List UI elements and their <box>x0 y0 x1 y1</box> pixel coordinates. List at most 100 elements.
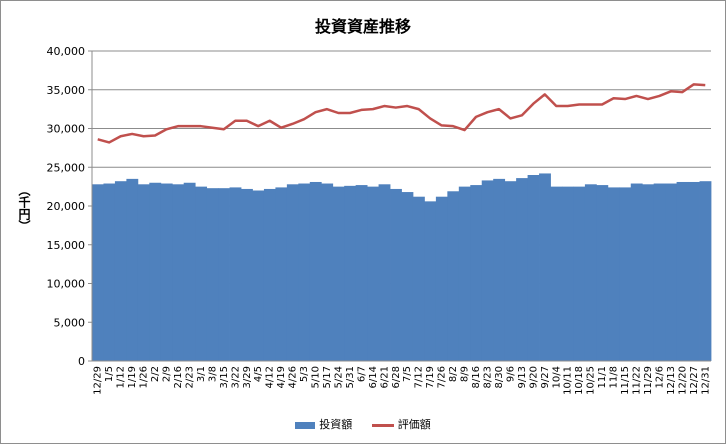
bar <box>699 181 712 361</box>
x-tick-label: 12/29 <box>93 366 104 395</box>
bar <box>378 184 391 361</box>
x-tick-label: 3/29 <box>242 366 253 388</box>
axes <box>88 50 711 362</box>
bar <box>160 183 173 361</box>
bar <box>688 181 700 361</box>
x-tick-label: 1/19 <box>127 366 138 388</box>
bar <box>516 178 528 361</box>
x-tick-label: 12/27 <box>689 366 700 395</box>
bar <box>504 181 517 361</box>
legend-swatch-bar <box>295 421 316 429</box>
bar <box>481 180 494 361</box>
x-tick-label: 4/5 <box>253 366 264 382</box>
x-tick-label: 7/5 <box>402 366 413 382</box>
y-axis-label: （千円） <box>17 184 31 232</box>
x-tick-label: 8/30 <box>494 366 505 388</box>
bar <box>493 178 506 361</box>
x-tick-label: 9/13 <box>517 366 528 388</box>
x-tick-label: 12/31 <box>700 366 711 395</box>
bar <box>355 185 368 361</box>
y-tick-label: 35,000 <box>47 84 86 97</box>
bar <box>183 182 196 361</box>
bar <box>665 183 678 361</box>
bar <box>206 188 219 361</box>
bar <box>458 186 471 361</box>
legend-item-line: 評価額 <box>371 416 431 432</box>
x-tick-label: 6/21 <box>379 366 390 388</box>
x-tick-label: 3/1 <box>196 366 207 382</box>
bar <box>229 187 242 361</box>
x-tick-label: 8/23 <box>482 366 493 388</box>
bar <box>114 181 127 361</box>
bar <box>539 173 551 361</box>
y-tick-label: 15,000 <box>47 239 86 252</box>
bar <box>412 196 425 361</box>
bar <box>286 184 299 361</box>
x-tick-label: 3/22 <box>230 366 241 388</box>
bar <box>527 175 540 361</box>
x-tick-label: 10/18 <box>574 366 585 395</box>
x-tick-label: 10/11 <box>563 366 574 395</box>
x-tick-label: 7/26 <box>437 366 448 388</box>
bar <box>596 185 609 361</box>
x-tick-label: 5/10 <box>311 366 322 388</box>
x-tick-label: 2/9 <box>162 366 173 382</box>
x-tick-label: 1/12 <box>116 366 127 388</box>
bar <box>676 181 689 361</box>
legend-item-bar: 投資額 <box>295 416 352 432</box>
x-tick-label: 12/20 <box>677 366 688 395</box>
bar <box>619 187 632 361</box>
bar <box>137 184 150 361</box>
bar <box>332 186 345 361</box>
x-tick-label: 2/2 <box>150 366 161 382</box>
x-tick-label: 11/8 <box>609 366 620 388</box>
bar <box>149 182 162 361</box>
x-tick-label: 4/26 <box>288 366 299 388</box>
x-tick-label: 10/4 <box>551 366 562 388</box>
bar <box>309 181 322 361</box>
bar <box>435 196 448 361</box>
x-tick-label: 3/8 <box>207 366 218 382</box>
bar <box>573 186 586 361</box>
x-tick-labels: 12/29 1/5 1/12 1/19 1/26 2/2 2/9 2/16 2/23 3/1 3/8… <box>93 366 712 395</box>
x-tick-label: 11/22 <box>631 366 642 395</box>
x-tick-label: 6/14 <box>368 366 379 388</box>
x-tick-label: 2/16 <box>173 366 184 388</box>
bar <box>126 178 139 361</box>
bar <box>630 183 643 361</box>
legend-label-line: 評価額 <box>397 418 431 431</box>
x-tick-label: 10/25 <box>586 366 597 395</box>
legend: 投資額 評価額 <box>0 416 726 432</box>
y-tick-labels: 0 5,000 10,000 15,000 20,000 25,000 30,000 35,0… <box>47 45 86 368</box>
x-tick-label: 6/7 <box>356 366 367 382</box>
bar <box>550 186 563 361</box>
x-tick-label: 6/28 <box>391 366 402 388</box>
bar <box>367 186 379 361</box>
bar <box>424 201 437 361</box>
x-tick-label: 8/9 <box>460 366 471 382</box>
bar <box>92 184 104 361</box>
bar <box>642 184 655 361</box>
bar <box>241 188 253 361</box>
bar <box>263 188 276 361</box>
bar-series <box>92 173 712 361</box>
bar <box>607 187 620 361</box>
x-tick-label: 11/1 <box>597 366 608 388</box>
x-tick-label: 2/23 <box>184 366 195 388</box>
chart-title: 投資資産推移 <box>314 17 411 36</box>
x-tick-label: 4/19 <box>276 366 287 388</box>
x-tick-label: 12/13 <box>666 366 677 395</box>
x-tick-label: 5/17 <box>322 366 333 388</box>
x-tick-label: 11/15 <box>620 366 631 395</box>
bar <box>390 188 402 361</box>
x-tick-label: 11/29 <box>643 366 654 395</box>
bar <box>470 185 483 361</box>
bar <box>172 184 185 361</box>
bar <box>561 186 574 361</box>
y-tick-label: 25,000 <box>47 161 86 174</box>
series-line <box>97 83 706 144</box>
bar <box>218 188 230 361</box>
x-tick-label: 12/6 <box>654 366 665 388</box>
y-tick-label: 10,000 <box>47 278 86 291</box>
